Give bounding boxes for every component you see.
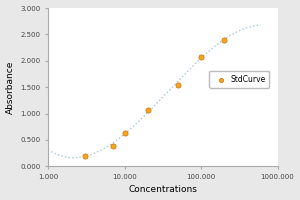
Y-axis label: Absorbance: Absorbance — [6, 60, 15, 114]
Legend: StdCurve: StdCurve — [209, 71, 269, 88]
StdCurve — [145, 108, 150, 111]
X-axis label: Concentrations: Concentrations — [128, 185, 197, 194]
StdCurve — [222, 38, 226, 41]
StdCurve — [110, 145, 115, 148]
StdCurve — [122, 131, 127, 134]
StdCurve — [82, 154, 87, 157]
StdCurve — [176, 83, 180, 86]
StdCurve — [199, 55, 203, 58]
